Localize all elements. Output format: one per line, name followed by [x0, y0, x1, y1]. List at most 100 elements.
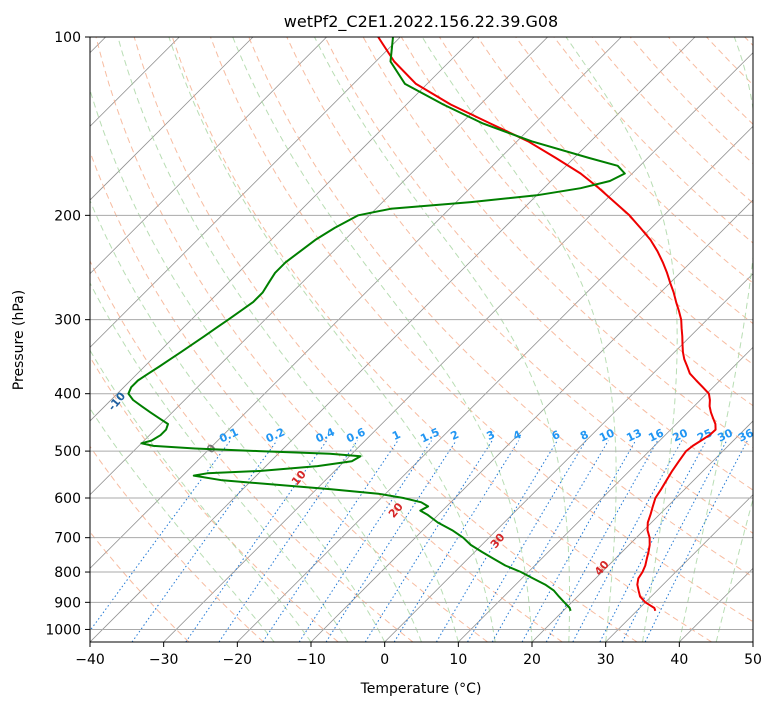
mixing-ratio-line	[491, 440, 609, 642]
isotherm-line	[90, 37, 254, 201]
y-tick-label: 700	[54, 531, 81, 547]
x-tick-label: −30	[149, 652, 179, 668]
dry-adiabat-line	[668, 37, 753, 125]
mixing-ratio-label: 25	[695, 426, 714, 444]
x-axis-label: Temperature (°C)	[360, 681, 482, 697]
mixing-ratio-line	[262, 440, 399, 642]
x-tick-label: −40	[75, 652, 105, 668]
isotherm-line	[90, 37, 548, 496]
temperature-trace	[377, 37, 717, 612]
y-tick-label: 100	[54, 30, 81, 46]
mixing-ratio-label: 20	[671, 426, 691, 444]
y-axis-label: Pressure (hPa)	[11, 290, 27, 390]
isotherm-line	[90, 37, 475, 422]
moist-adiabat-line	[565, 37, 678, 642]
isotherm-line	[90, 37, 401, 348]
mixing-ratio-line	[521, 440, 637, 642]
y-tick-label: 500	[54, 444, 81, 460]
moist-adiabat-line	[421, 37, 617, 642]
mixing-ratio-label: 1.5	[418, 425, 441, 445]
y-tick-label: 900	[54, 595, 81, 611]
isotherm-line	[90, 37, 696, 642]
dry-adiabat-line	[95, 37, 563, 642]
isotherm-line	[458, 346, 753, 642]
y-axis-ticks: 100 200 300 400 500 600 700 800 900 1000	[45, 30, 90, 638]
mixing-ratio-line	[644, 440, 748, 642]
y-tick-label: 300	[54, 313, 81, 329]
pressure-grid	[90, 37, 753, 630]
x-axis-ticks: −40 −30 −20 −10 0 10 20 30 40 50	[75, 642, 762, 668]
moist-adiabat-line	[232, 37, 533, 642]
dry-adiabat-line	[515, 37, 753, 284]
dry-adiabat-line	[90, 531, 190, 642]
x-tick-label: 0	[380, 652, 389, 668]
isotherm-line	[90, 37, 327, 275]
mixing-ratio-line	[364, 440, 493, 642]
moist-adiabat-line	[314, 37, 571, 642]
dry-adiabat-line	[706, 37, 753, 86]
mixing-ratio-label: 6	[550, 428, 563, 443]
dry-adiabat-label: 30	[488, 531, 508, 551]
isotherm-line	[237, 125, 753, 642]
mixing-ratio-label: 36	[736, 426, 756, 444]
isotherm-line	[163, 52, 753, 642]
profile-traces	[127, 37, 717, 612]
dewpoint-trace	[127, 37, 626, 612]
dry-adiabat-label: -10	[105, 389, 128, 413]
dry-adiabat-line	[90, 356, 339, 642]
mixing-ratio-line	[325, 440, 457, 642]
dry-adiabat-line	[744, 37, 753, 47]
y-tick-label: 800	[54, 565, 81, 581]
dry-adiabat-line	[591, 37, 753, 204]
dry-adiabat-line	[477, 37, 753, 325]
mixing-ratio-label: 0.1	[217, 425, 240, 445]
mixing-ratio-line	[393, 440, 520, 642]
background-lines	[90, 37, 753, 642]
mixing-ratio-label: 16	[646, 426, 666, 444]
isotherm-line	[310, 199, 753, 642]
mixing-ratio-line	[218, 440, 358, 642]
moist-adiabat-line	[168, 37, 496, 642]
moist-adiabat-line	[715, 497, 753, 642]
mixing-ratio-line	[298, 440, 432, 642]
dry-adiabat-line	[286, 37, 753, 534]
isotherm-line	[384, 273, 753, 642]
moist-adiabat-line	[90, 407, 275, 642]
mixing-ratio-label: 0.2	[264, 425, 287, 445]
mixing-ratio-label: 13	[624, 426, 643, 444]
dry-adiabat-line	[90, 259, 414, 642]
moist-adiabat-line	[117, 37, 459, 642]
isotherm-line	[752, 641, 753, 642]
isotherm-line	[679, 567, 753, 642]
y-tick-label: 1000	[45, 622, 81, 638]
mixing-ratio-label: 3	[485, 428, 497, 443]
x-tick-label: −20	[223, 652, 253, 668]
x-tick-label: 30	[597, 652, 615, 668]
moist-adiabat-line	[90, 199, 386, 642]
x-tick-label: 40	[670, 652, 688, 668]
mixing-ratio-line	[467, 440, 587, 642]
dry-adiabat-line	[324, 37, 753, 491]
mixing-ratio-label: 30	[716, 426, 736, 444]
mixing-ratio-label: 10	[597, 426, 617, 444]
chart-title: wetPf2_C2E1.2022.156.22.39.G08	[284, 12, 558, 32]
moist-adiabat-line	[90, 88, 422, 642]
mixing-ratio-label: 0.4	[314, 425, 337, 445]
moist-adiabat-line	[678, 37, 753, 642]
plot-frame	[89, 36, 754, 643]
isotherm-line	[90, 37, 622, 569]
mixing-ratio-line	[621, 440, 728, 642]
mixing-ratio-line	[90, 440, 231, 632]
mixing-ratio-line	[572, 440, 683, 642]
y-tick-label: 200	[54, 208, 81, 224]
dry-adiabat-line	[210, 37, 753, 623]
y-tick-label: 600	[54, 491, 81, 507]
isotherm-line	[605, 494, 753, 642]
mixing-ratio-label: 2	[449, 428, 461, 443]
mixing-ratio-label: 0.6	[344, 425, 367, 445]
dry-adiabat-line	[90, 150, 488, 642]
dry-adiabat-line	[90, 445, 264, 642]
x-tick-label: −10	[296, 652, 326, 668]
dry-adiabat-line	[553, 37, 753, 244]
